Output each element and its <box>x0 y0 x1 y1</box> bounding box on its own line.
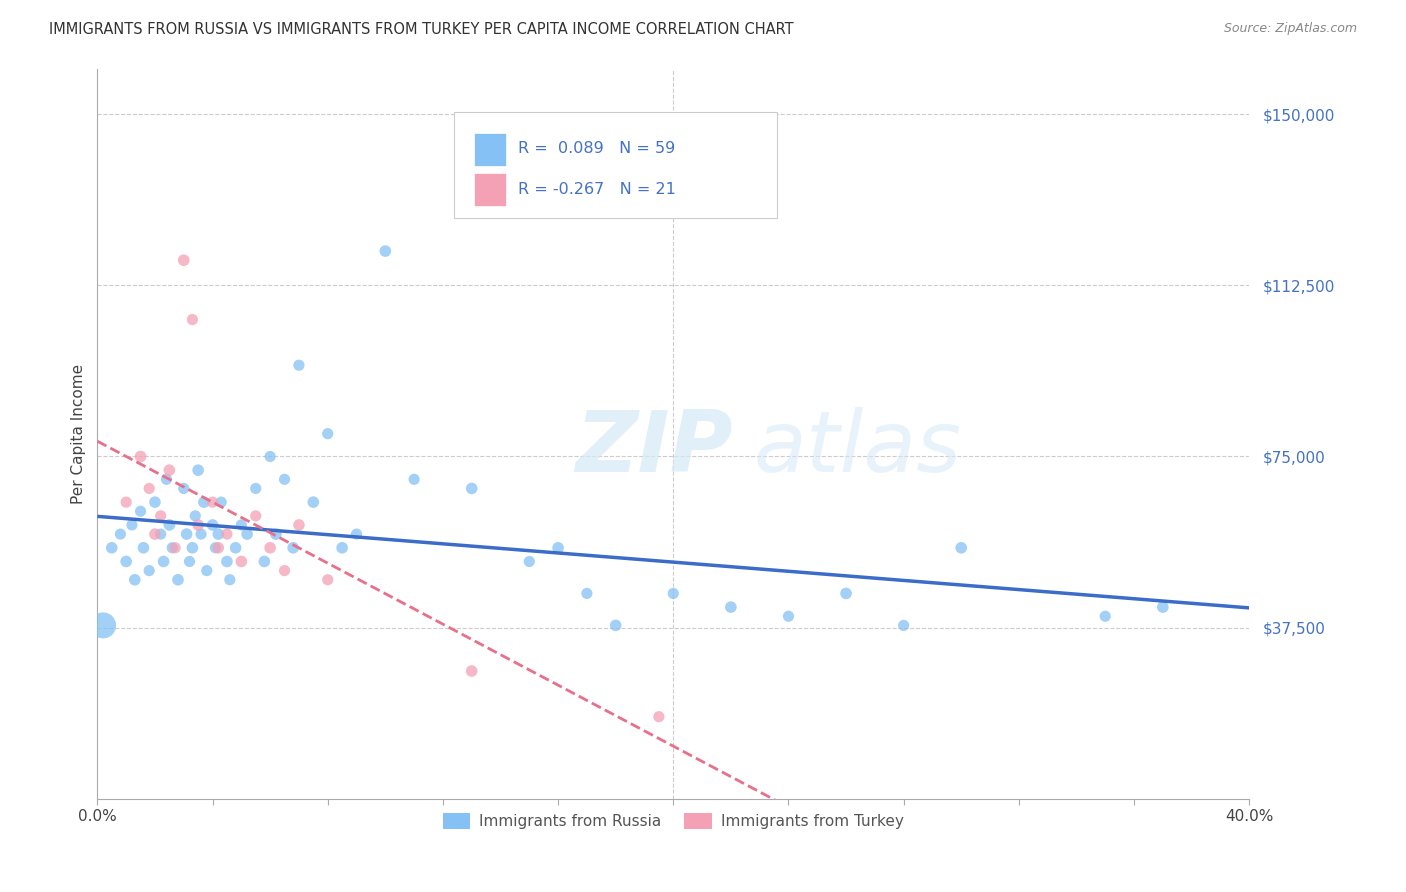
Point <box>460 482 482 496</box>
Point <box>236 527 259 541</box>
Point <box>835 586 858 600</box>
FancyBboxPatch shape <box>474 173 506 206</box>
Point <box>605 618 627 632</box>
Point <box>346 527 368 541</box>
Point <box>218 573 240 587</box>
Point <box>181 541 204 555</box>
Point <box>273 564 295 578</box>
Point <box>662 586 685 600</box>
Point <box>184 508 207 523</box>
Text: ZIP: ZIP <box>575 407 733 490</box>
Point <box>155 472 177 486</box>
Point <box>259 541 281 555</box>
Point <box>100 541 122 555</box>
Point <box>1094 609 1116 624</box>
Point <box>207 527 229 541</box>
Text: Source: ZipAtlas.com: Source: ZipAtlas.com <box>1223 22 1357 36</box>
Text: atlas: atlas <box>754 407 962 490</box>
Point <box>231 554 253 568</box>
Point <box>231 518 253 533</box>
Y-axis label: Per Capita Income: Per Capita Income <box>72 364 86 504</box>
Point <box>121 518 143 533</box>
Text: IMMIGRANTS FROM RUSSIA VS IMMIGRANTS FROM TURKEY PER CAPITA INCOME CORRELATION C: IMMIGRANTS FROM RUSSIA VS IMMIGRANTS FRO… <box>49 22 794 37</box>
Point <box>173 482 195 496</box>
Point <box>181 312 204 326</box>
Point <box>204 541 226 555</box>
Point <box>190 527 212 541</box>
Point <box>209 495 232 509</box>
Legend: Immigrants from Russia, Immigrants from Turkey: Immigrants from Russia, Immigrants from … <box>436 806 910 835</box>
Point <box>575 586 598 600</box>
Point <box>264 527 287 541</box>
Point <box>124 573 146 587</box>
Point <box>245 508 267 523</box>
Point <box>201 518 224 533</box>
Point <box>152 554 174 568</box>
Point <box>129 504 152 518</box>
Point <box>157 518 180 533</box>
Point <box>91 618 114 632</box>
Point <box>115 495 138 509</box>
Point <box>288 518 311 533</box>
Point <box>173 253 195 268</box>
Point <box>245 482 267 496</box>
Point <box>374 244 396 258</box>
Text: R = -0.267   N = 21: R = -0.267 N = 21 <box>517 181 676 196</box>
Point <box>253 554 276 568</box>
Point <box>517 554 540 568</box>
Point <box>176 527 198 541</box>
Point <box>950 541 973 555</box>
Point <box>193 495 215 509</box>
Point <box>110 527 132 541</box>
Point <box>273 472 295 486</box>
Text: R =  0.089   N = 59: R = 0.089 N = 59 <box>517 141 675 156</box>
Point <box>283 541 305 555</box>
Point <box>648 709 671 723</box>
Point <box>157 463 180 477</box>
Point <box>138 482 160 496</box>
Point <box>129 450 152 464</box>
Point <box>225 541 247 555</box>
Point <box>143 495 166 509</box>
Point <box>187 518 209 533</box>
Point <box>778 609 800 624</box>
Point <box>316 426 339 441</box>
Point <box>215 527 238 541</box>
Point <box>179 554 201 568</box>
Point <box>215 554 238 568</box>
Point <box>893 618 915 632</box>
Point <box>143 527 166 541</box>
FancyBboxPatch shape <box>454 112 778 219</box>
Point <box>195 564 218 578</box>
Point <box>207 541 229 555</box>
Point <box>288 358 311 372</box>
Point <box>160 541 183 555</box>
Point <box>547 541 569 555</box>
Point <box>167 573 190 587</box>
Point <box>302 495 325 509</box>
Point <box>460 664 482 678</box>
Point <box>316 573 339 587</box>
Point <box>115 554 138 568</box>
Point <box>187 463 209 477</box>
Point <box>165 541 187 555</box>
Point <box>149 527 172 541</box>
FancyBboxPatch shape <box>474 133 506 166</box>
Point <box>1152 600 1174 615</box>
Point <box>149 508 172 523</box>
Point <box>330 541 353 555</box>
Point <box>138 564 160 578</box>
Point <box>259 450 281 464</box>
Point <box>201 495 224 509</box>
Point <box>132 541 155 555</box>
Point <box>404 472 426 486</box>
Point <box>720 600 742 615</box>
